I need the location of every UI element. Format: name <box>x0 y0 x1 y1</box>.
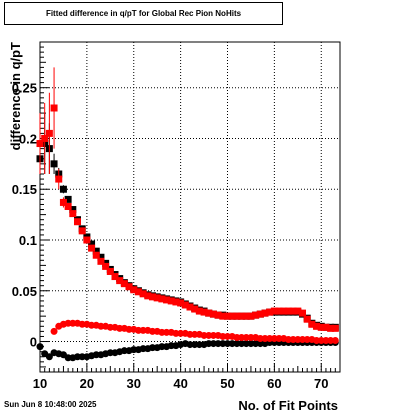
data-point-square <box>59 198 67 206</box>
data-point-square <box>261 309 269 317</box>
data-point-square <box>317 323 325 331</box>
data-point-square <box>242 312 250 320</box>
data-point-square <box>116 277 124 285</box>
x-tick-label: 10 <box>33 376 47 391</box>
data-point-square <box>69 206 77 214</box>
data-point-square <box>313 322 321 330</box>
data-point-square <box>228 312 236 320</box>
grid <box>40 42 340 372</box>
data-point-square <box>83 236 91 244</box>
data-point-square <box>209 310 217 318</box>
data-point-square <box>163 296 171 304</box>
x-axis-title: No. of Fit Points <box>238 398 338 413</box>
data-point-square <box>219 312 227 320</box>
data-point-square <box>153 294 161 302</box>
data-point-square <box>238 312 246 320</box>
data-point-square <box>97 257 105 265</box>
data-point-square <box>294 307 302 315</box>
data-point-square <box>120 280 128 288</box>
data-points <box>36 67 339 362</box>
data-point-square <box>270 307 278 315</box>
data-point-square <box>158 295 166 303</box>
timestamp-label: Sun Jun 8 10:48:00 2025 <box>4 400 97 409</box>
data-point-square <box>200 308 208 316</box>
data-point-circle <box>50 327 58 335</box>
axis-labels: 10 20 30 40 50 60 70 0 0.05 0.1 0.15 0.2 0.25 <box>12 81 329 391</box>
data-point-square <box>125 283 133 291</box>
data-point-square <box>327 324 335 332</box>
y-axis-title: difference in q/pT <box>8 42 23 150</box>
y-tick-label: 0.1 <box>19 233 37 248</box>
data-point-square <box>41 134 49 142</box>
data-point-square <box>177 299 185 307</box>
data-point-square <box>252 311 260 319</box>
data-point-square <box>55 175 63 183</box>
data-point-square <box>59 185 67 193</box>
data-point-square <box>50 160 58 168</box>
data-point-square <box>134 288 142 296</box>
data-point-square <box>111 273 119 281</box>
data-point-square <box>289 307 297 315</box>
y-tick-label: 0.2 <box>19 131 37 146</box>
data-point-square <box>50 104 58 112</box>
data-point-square <box>69 210 77 218</box>
data-point-square <box>186 303 194 311</box>
data-point-square <box>331 324 339 332</box>
data-point-square <box>64 202 72 210</box>
y-tick-label: 0 <box>30 335 37 350</box>
x-tick-label: 70 <box>314 376 328 391</box>
data-point-square <box>214 311 222 319</box>
data-point-square <box>322 323 330 331</box>
x-tick-label: 20 <box>80 376 94 391</box>
data-point-square <box>308 320 316 328</box>
data-point-square <box>247 312 255 320</box>
data-point-square <box>191 305 199 313</box>
data-point-square <box>64 195 72 203</box>
data-point-square <box>102 262 110 270</box>
data-point-square <box>139 290 147 298</box>
x-tick-label: 60 <box>267 376 281 391</box>
data-point-square <box>78 227 86 235</box>
y-tick-label: 0.05 <box>12 284 37 299</box>
data-point-square <box>88 244 96 252</box>
data-point-square <box>280 307 288 315</box>
data-point-square <box>92 247 100 255</box>
data-point-square <box>172 298 180 306</box>
data-point-square <box>167 297 175 305</box>
data-point-square <box>88 240 96 248</box>
data-point-square <box>303 315 311 323</box>
data-point-square <box>74 218 81 226</box>
data-point-square <box>97 253 105 261</box>
x-tick-label: 40 <box>173 376 187 391</box>
data-point-square <box>144 292 152 300</box>
plot-frame <box>39 41 341 373</box>
data-point-square <box>195 307 203 315</box>
data-point-square <box>299 309 306 317</box>
data-point-square <box>92 251 100 259</box>
data-point-circle <box>36 343 44 351</box>
x-tick-label: 30 <box>127 376 141 391</box>
y-tick-label: 0.25 <box>12 81 37 96</box>
y-tick-label: 0.15 <box>12 182 37 197</box>
data-point-square <box>36 140 44 148</box>
data-point-square <box>181 301 189 309</box>
data-point-square <box>275 307 283 315</box>
data-point-square <box>224 312 231 320</box>
data-point-square <box>45 129 53 137</box>
data-point-square <box>284 307 292 315</box>
data-point-square <box>266 308 274 316</box>
x-tick-label: 50 <box>220 376 234 391</box>
plot-title: Fitted difference in q/pT for Global Rec… <box>45 9 242 18</box>
data-point-square <box>149 293 156 301</box>
data-point-circle <box>45 353 53 361</box>
data-point-square <box>130 286 138 294</box>
plot-title-box: Fitted difference in q/pT for Global Rec… <box>4 2 283 25</box>
data-point-square <box>256 310 264 318</box>
data-point-square <box>205 309 213 317</box>
data-point-square <box>233 312 241 320</box>
data-point-square <box>106 267 114 275</box>
data-point-circle <box>331 337 339 345</box>
